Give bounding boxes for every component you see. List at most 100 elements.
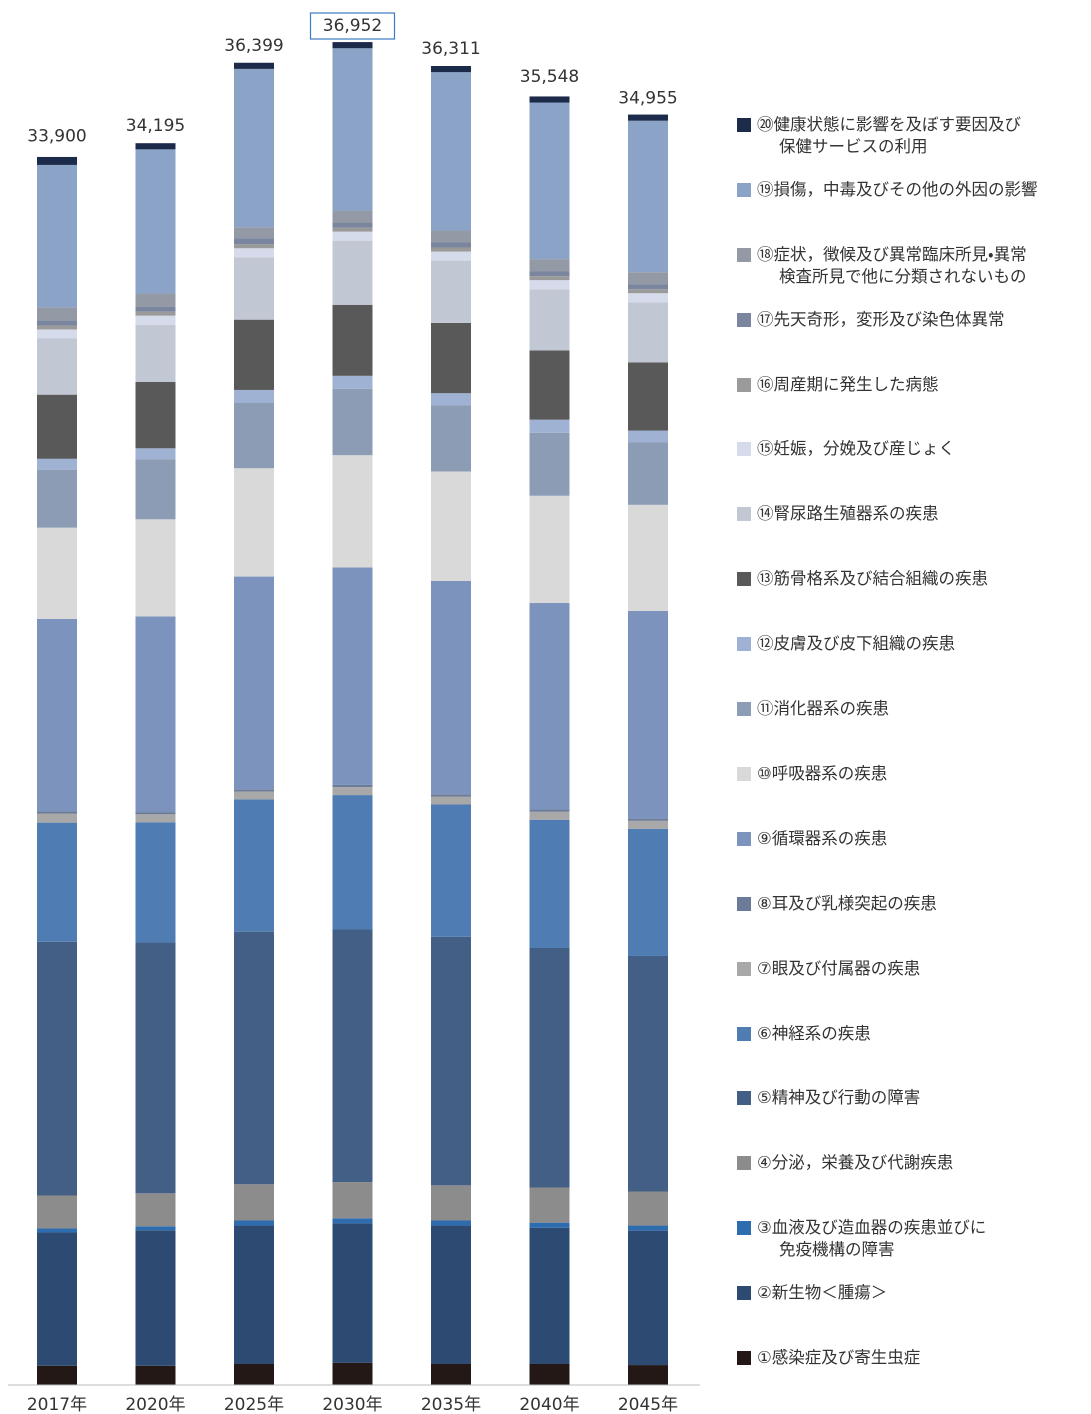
bar-segment: [234, 789, 274, 792]
bar-segment: [135, 812, 176, 815]
bar-segment: [37, 813, 77, 823]
bar-segment: [332, 929, 373, 1183]
bar-segment: [332, 388, 373, 456]
bar-segment: [234, 1363, 274, 1385]
bar-segment: [135, 311, 176, 316]
bar-segment: [529, 1222, 570, 1228]
bar-segment: [628, 504, 668, 611]
bar-segment: [529, 280, 570, 290]
bar-segment: [135, 459, 176, 520]
bar-segment: [628, 293, 668, 303]
bar-segment: [234, 389, 274, 403]
bar-segment: [431, 1185, 471, 1221]
bar-segment: [37, 822, 77, 942]
bar-segment: [37, 329, 77, 339]
bar-segment: [628, 1191, 668, 1226]
bar-segment: [431, 804, 471, 937]
bar-segment: [431, 322, 471, 394]
bar-segment: [332, 240, 373, 305]
bar-segment: [234, 1225, 274, 1364]
bar-segment: [431, 393, 471, 406]
bar-segment: [431, 1225, 471, 1364]
bar-segment: [234, 576, 274, 790]
bar-segment: [37, 458, 77, 470]
bar-segment: [234, 227, 274, 239]
bar-segment: [529, 289, 570, 351]
bar-segment: [332, 231, 373, 241]
bar-segment: [37, 394, 77, 459]
bar-segment: [135, 381, 176, 449]
bar-segment: [529, 1363, 570, 1385]
bar-segment: [628, 120, 668, 273]
bar-segment: [332, 784, 373, 788]
bar-segment: [135, 942, 176, 1194]
bar-segment: [37, 1365, 77, 1385]
bar-segment: [37, 1232, 77, 1366]
bar-segment: [332, 1218, 373, 1224]
total-label: 36,311: [421, 39, 480, 59]
bar-segment: [37, 325, 77, 330]
bar-segment: [628, 610, 668, 819]
bar-segment: [135, 143, 176, 150]
bar-segment: [529, 1227, 570, 1364]
bar-segment: [628, 1225, 668, 1231]
bar-segment: [135, 149, 176, 294]
bar-segment: [529, 271, 570, 277]
bar-segment: [135, 315, 176, 325]
bar-segment: [431, 471, 471, 581]
total-label: 33,900: [27, 127, 86, 147]
bar-segment: [628, 114, 668, 121]
bar-segment: [37, 811, 77, 814]
bar-segment: [628, 828, 668, 956]
bar-segment: [529, 495, 570, 604]
bar-segment: [234, 799, 274, 932]
bar-segment: [431, 794, 471, 797]
bar-segment: [431, 230, 471, 243]
x-tick-label: 2040年: [519, 1395, 579, 1414]
bar-segment: [234, 319, 274, 390]
bar-segment: [135, 822, 176, 943]
bar-segment: [332, 787, 373, 796]
bar-segment: [431, 72, 471, 231]
bar-segment: [135, 324, 176, 382]
bar-segment: [37, 469, 77, 528]
bar-segment: [628, 289, 668, 294]
bar-segment: [529, 419, 570, 433]
bar-segment: [431, 796, 471, 805]
bar-segment: [37, 1228, 77, 1233]
bar-segment: [431, 405, 471, 472]
bar-segment: [431, 260, 471, 323]
bar-segment: [135, 519, 176, 617]
bar-segment: [628, 442, 668, 505]
bar-segment: [628, 302, 668, 363]
highlight-box: [309, 12, 396, 40]
bar-segment: [234, 68, 274, 228]
bar-segment: [135, 448, 176, 460]
bar-segment: [529, 96, 570, 103]
bar-segment: [529, 259, 570, 272]
bar-segment: [431, 247, 471, 252]
bar-segment: [529, 809, 570, 812]
total-label: 34,195: [126, 116, 185, 136]
bar-segment: [135, 1230, 176, 1366]
bar-segment: [135, 306, 176, 312]
bar-segment: [234, 238, 274, 245]
x-tick-label: 2045年: [618, 1395, 678, 1414]
bar-segment: [37, 338, 77, 395]
bar-segment: [628, 820, 668, 829]
bar-segment: [431, 66, 471, 73]
bar-segment: [431, 580, 471, 795]
bar-segment: [628, 430, 668, 443]
bar-segment: [234, 257, 274, 320]
bar-segment: [332, 42, 373, 49]
bar-segment: [529, 1187, 570, 1223]
bar-segment: [529, 432, 570, 496]
bar-segment: [234, 248, 274, 258]
bar-segment: [135, 1226, 176, 1231]
bar-segment: [234, 244, 274, 249]
bar-segment: [135, 616, 176, 813]
bar-segment: [628, 362, 668, 431]
x-tick-label: 2035年: [421, 1395, 481, 1414]
bar-segment: [234, 1184, 274, 1221]
